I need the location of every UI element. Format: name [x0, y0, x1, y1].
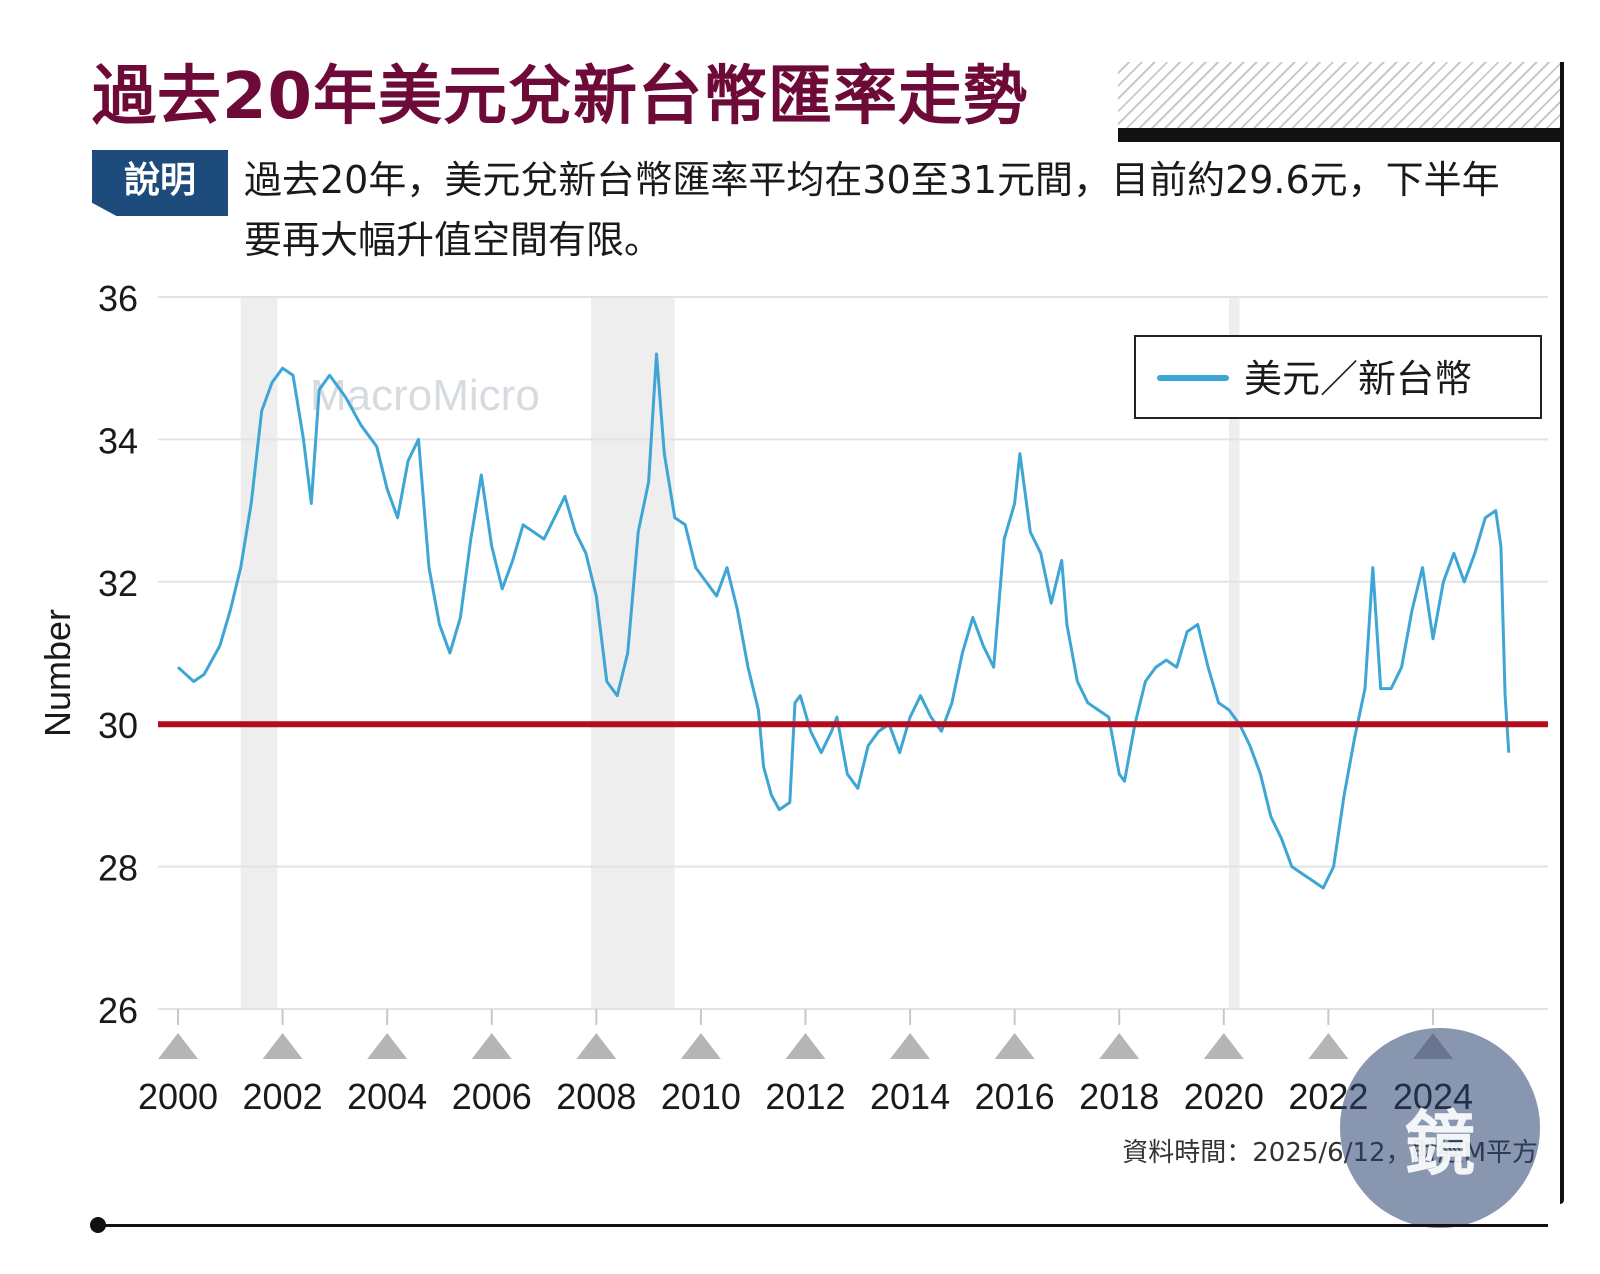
description-label: 說明 — [92, 150, 228, 216]
x-tick-marker-2002 — [262, 1033, 303, 1059]
x-tick-label-2020: 2020 — [1184, 1076, 1264, 1117]
title-rule — [1118, 128, 1564, 142]
x-tick-label-2000: 2000 — [138, 1076, 218, 1117]
series-line-usd-twd — [176, 352, 1511, 890]
x-tick-label-2010: 2010 — [661, 1076, 741, 1117]
chart-description: 過去20年，美元兌新台幣匯率平均在30至31元間，目前約29.6元，下半年要再大… — [244, 158, 1500, 262]
x-tick-marker-2020 — [1203, 1033, 1244, 1059]
x-tick-marker-2008 — [576, 1033, 617, 1059]
footer-dot — [90, 1217, 106, 1233]
x-tick-label-2018: 2018 — [1079, 1076, 1159, 1117]
x-tick-marker-2018 — [1099, 1033, 1140, 1059]
legend-label: 美元／新台幣 — [1244, 357, 1472, 401]
x-tick-marker-2006 — [471, 1033, 512, 1059]
x-tick-label-2008: 2008 — [556, 1076, 636, 1117]
x-tick-marker-2022 — [1308, 1033, 1349, 1059]
y-axis-label: Number — [37, 609, 78, 737]
x-tick-label-2006: 2006 — [452, 1076, 532, 1117]
legend: 美元／新台幣 — [1134, 335, 1542, 419]
y-tick-label-34: 34 — [98, 420, 138, 461]
x-tick-marker-2016 — [994, 1033, 1035, 1059]
chart-title: 過去20年美元兌新台幣匯率走勢 — [92, 60, 1029, 134]
x-tick-label-2004: 2004 — [347, 1076, 427, 1117]
x-tick-label-2012: 2012 — [765, 1076, 845, 1117]
publisher-logo: 鏡 — [1340, 1028, 1540, 1228]
x-tick-marker-2004 — [367, 1033, 408, 1059]
footer-rule — [98, 1224, 1548, 1227]
y-tick-label-32: 32 — [98, 563, 138, 604]
shaded-period-0 — [240, 297, 278, 1009]
x-tick-label-2014: 2014 — [870, 1076, 950, 1117]
x-tick-marker-2010 — [680, 1033, 721, 1059]
watermark: MacroMicro — [310, 371, 540, 420]
shaded-period-2 — [1229, 297, 1240, 1009]
logo-text: 鏡 — [1405, 1102, 1475, 1185]
y-tick-label-28: 28 — [98, 848, 138, 889]
y-tick-label-30: 30 — [98, 705, 138, 746]
x-tick-label-2016: 2016 — [975, 1076, 1055, 1117]
x-tick-label-2002: 2002 — [243, 1076, 323, 1117]
y-tick-label-36: 36 — [98, 278, 138, 319]
x-tick-marker-2014 — [890, 1033, 931, 1059]
frame-right-rule — [1560, 62, 1564, 1204]
x-tick-marker-2000 — [158, 1033, 198, 1059]
title-hatch-decoration — [1118, 62, 1564, 128]
y-tick-label-26: 26 — [98, 990, 138, 1031]
x-tick-marker-2012 — [785, 1033, 826, 1059]
